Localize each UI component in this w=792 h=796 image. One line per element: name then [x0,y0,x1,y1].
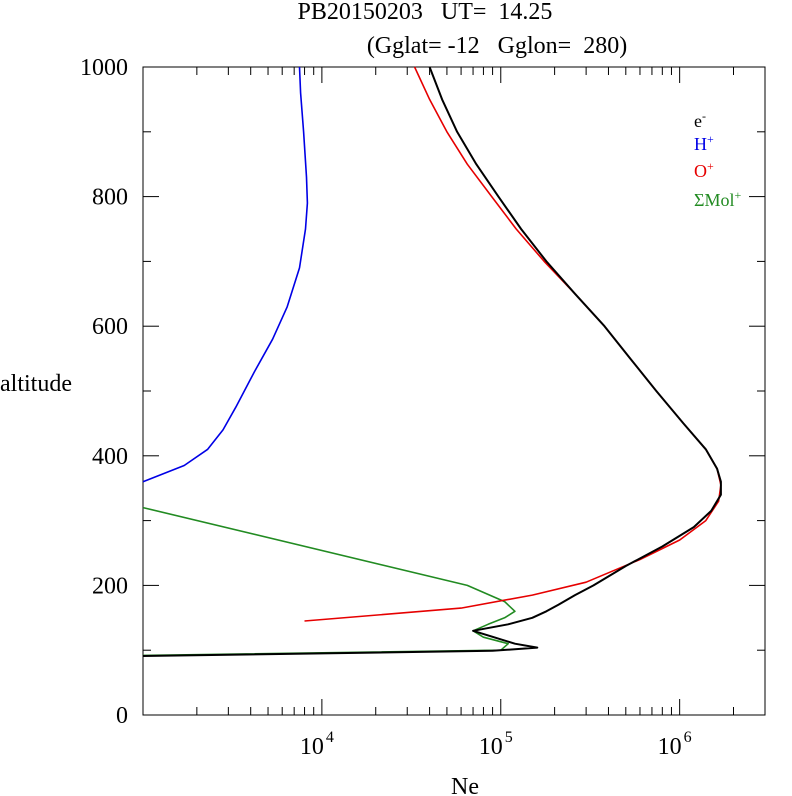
y-tick-label: 800 [92,185,128,211]
y-tick-label: 0 [116,703,128,729]
x-tick-label: 10 [658,734,682,760]
series-line-3 [142,506,516,657]
series-line-2 [304,66,722,622]
series-line-1 [142,66,309,483]
x-tick-label: 10 [300,734,324,760]
x-tick-exponent: 6 [684,729,692,746]
y-tick-label: 1000 [80,55,128,81]
legend-entry: H+ [694,132,714,154]
x-tick-exponent: 5 [505,729,513,746]
chart-title: PB20150203 UT= 14.25 [298,0,553,25]
y-tick-labels: 0 200 400 600 800 1000 [80,55,128,729]
legend-entry: O+ [694,159,714,181]
x-axis-label: Ne [451,774,479,796]
y-tick-label: 200 [92,573,128,599]
series-line-0 [142,66,722,657]
legend: e-H+ O+ ΣMol+ [694,109,741,210]
legend-entry: e- [694,109,706,131]
y-axis-label: altitude [0,371,72,397]
x-tick-exponent: 4 [326,729,334,746]
y-tick-label: 400 [92,444,128,470]
x-tick-labels: 10 4 10 5 10 6 [300,729,692,760]
legend-entry: ΣMol+ [694,188,741,210]
x-tick-label: 10 [479,734,503,760]
y-tick-label: 600 [92,314,128,340]
series-layer [142,66,722,657]
plot-frame [142,66,766,716]
chart-subtitle: (Gglat= -12 Gglon= 280) [367,33,627,59]
axis-ticks [142,66,766,716]
